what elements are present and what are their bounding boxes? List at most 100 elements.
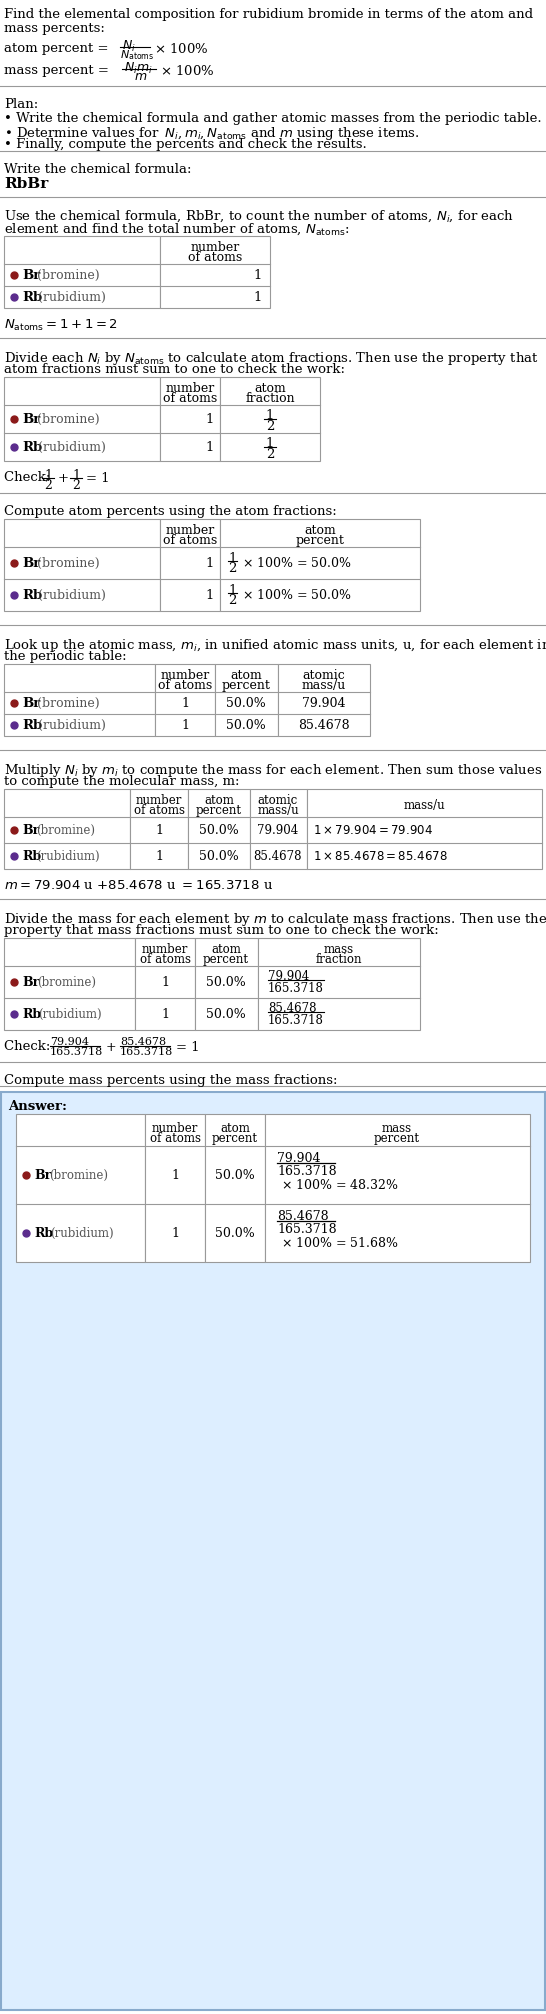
Text: of atoms: of atoms [134, 804, 185, 818]
Text: 2: 2 [266, 447, 274, 461]
Bar [155, 665, 215, 735]
Text: property that mass fractions must sum to one to check the work:: property that mass fractions must sum to… [4, 924, 439, 937]
Text: of atoms: of atoms [163, 534, 217, 548]
Text: atom: atom [204, 794, 234, 808]
Text: • Finally, compute the percents and check the results.: • Finally, compute the percents and chec… [4, 139, 367, 151]
Text: 1: 1 [161, 1007, 169, 1021]
Text: 165.3718: 165.3718 [277, 1164, 337, 1178]
Text: 1: 1 [181, 719, 189, 731]
Text: the periodic table:: the periodic table: [4, 651, 127, 663]
Bar [250, 789, 307, 868]
Text: Br: Br [22, 977, 39, 989]
Text: 79.904: 79.904 [302, 697, 346, 711]
Text: number: number [142, 943, 188, 957]
Text: atomic: atomic [302, 669, 346, 683]
Bar [4, 665, 155, 735]
Text: 79.904: 79.904 [277, 1152, 321, 1164]
Text: Br: Br [22, 270, 40, 282]
Text: atom: atom [211, 943, 241, 957]
Bar [130, 789, 188, 868]
Bar [160, 520, 220, 610]
Text: (bromine): (bromine) [37, 413, 99, 427]
Text: fraction: fraction [316, 953, 362, 967]
Text: 2: 2 [228, 594, 236, 606]
Text: number: number [165, 383, 215, 395]
Text: percent: percent [295, 534, 345, 548]
Text: 2: 2 [44, 479, 52, 491]
Text: 165.3718: 165.3718 [120, 1047, 173, 1057]
Text: 2: 2 [266, 421, 274, 433]
Bar [4, 377, 160, 461]
Text: of atoms: of atoms [188, 252, 242, 264]
Text: mass: mass [324, 943, 354, 957]
Bar [4, 520, 160, 610]
Text: 50.0%: 50.0% [206, 977, 246, 989]
Text: 2: 2 [228, 562, 236, 576]
Text: 1: 1 [266, 409, 274, 423]
Text: 79.904: 79.904 [50, 1037, 89, 1047]
Bar [1, 1092, 545, 2010]
Text: • Write the chemical formula and gather atomic masses from the periodic table.: • Write the chemical formula and gather … [4, 113, 542, 125]
Text: Rb: Rb [22, 850, 41, 864]
Bar [258, 939, 420, 1029]
Text: fraction: fraction [245, 393, 295, 405]
Text: Plan:: Plan: [4, 99, 38, 111]
Text: 1: 1 [171, 1168, 179, 1182]
Text: Check:: Check: [4, 471, 57, 483]
Text: $N_i$: $N_i$ [122, 38, 136, 54]
Bar [205, 1114, 265, 1263]
Text: 1: 1 [266, 437, 274, 449]
Text: Divide each $N_i$ by $N_{\rm atoms}$ to calculate atom fractions. Then use the p: Divide each $N_i$ by $N_{\rm atoms}$ to … [4, 350, 538, 367]
Text: Check:: Check: [4, 1039, 57, 1053]
Bar [160, 236, 270, 308]
Bar [160, 377, 220, 461]
Text: atom: atom [304, 524, 336, 538]
Text: Br: Br [34, 1168, 51, 1182]
Text: +: + [58, 471, 69, 485]
Text: Rb: Rb [22, 290, 42, 304]
Text: 1: 1 [206, 441, 214, 453]
Text: (rubidium): (rubidium) [38, 441, 106, 453]
Text: atom: atom [254, 383, 286, 395]
Text: 1: 1 [181, 697, 189, 711]
Text: 165.3718: 165.3718 [50, 1047, 103, 1057]
Bar [195, 939, 258, 1029]
Text: 50.0%: 50.0% [199, 850, 239, 864]
Bar [307, 789, 542, 868]
Text: $\times$ 100% = 50.0%: $\times$ 100% = 50.0% [242, 588, 352, 602]
Text: $1 \times 79.904 = 79.904$: $1 \times 79.904 = 79.904$ [313, 824, 433, 838]
Text: Rb: Rb [22, 441, 42, 453]
Text: (bromine): (bromine) [37, 977, 96, 989]
Text: number: number [136, 794, 182, 808]
Text: atom percent =: atom percent = [4, 42, 113, 54]
Bar [278, 665, 370, 735]
Bar [220, 520, 420, 610]
Text: percent: percent [196, 804, 242, 818]
Text: (rubidium): (rubidium) [38, 1007, 102, 1021]
Text: $\times$ 100% = 51.68%: $\times$ 100% = 51.68% [281, 1237, 399, 1251]
Text: = 1: = 1 [86, 471, 110, 485]
Bar [215, 665, 278, 735]
Text: percent: percent [203, 953, 249, 967]
Bar [16, 1114, 145, 1263]
Text: 1: 1 [254, 290, 262, 304]
Text: mass/u: mass/u [257, 804, 299, 818]
Text: mass percent =: mass percent = [4, 64, 113, 77]
Text: Rb: Rb [22, 588, 42, 602]
Text: (bromine): (bromine) [37, 270, 99, 282]
Text: of atoms: of atoms [150, 1132, 200, 1146]
Text: mass/u: mass/u [302, 679, 346, 693]
Text: Answer:: Answer: [8, 1100, 67, 1114]
Text: 165.3718: 165.3718 [268, 1013, 324, 1027]
Text: (rubidium): (rubidium) [50, 1227, 114, 1241]
Text: $m = 79.904$ u $+ 85.4678$ u $= 165.3718$ u: $m = 79.904$ u $+ 85.4678$ u $= 165.3718… [4, 878, 273, 892]
Text: atom: atom [220, 1122, 250, 1136]
Text: 1: 1 [254, 270, 262, 282]
Text: = 1: = 1 [176, 1041, 200, 1053]
Text: (bromine): (bromine) [37, 558, 99, 570]
Text: (rubidium): (rubidium) [38, 719, 106, 731]
Text: 2: 2 [72, 479, 80, 491]
Text: Find the elemental composition for rubidium bromide in terms of the atom and: Find the elemental composition for rubid… [4, 8, 533, 20]
Text: 1: 1 [206, 558, 214, 570]
Text: 85.4678: 85.4678 [120, 1037, 166, 1047]
